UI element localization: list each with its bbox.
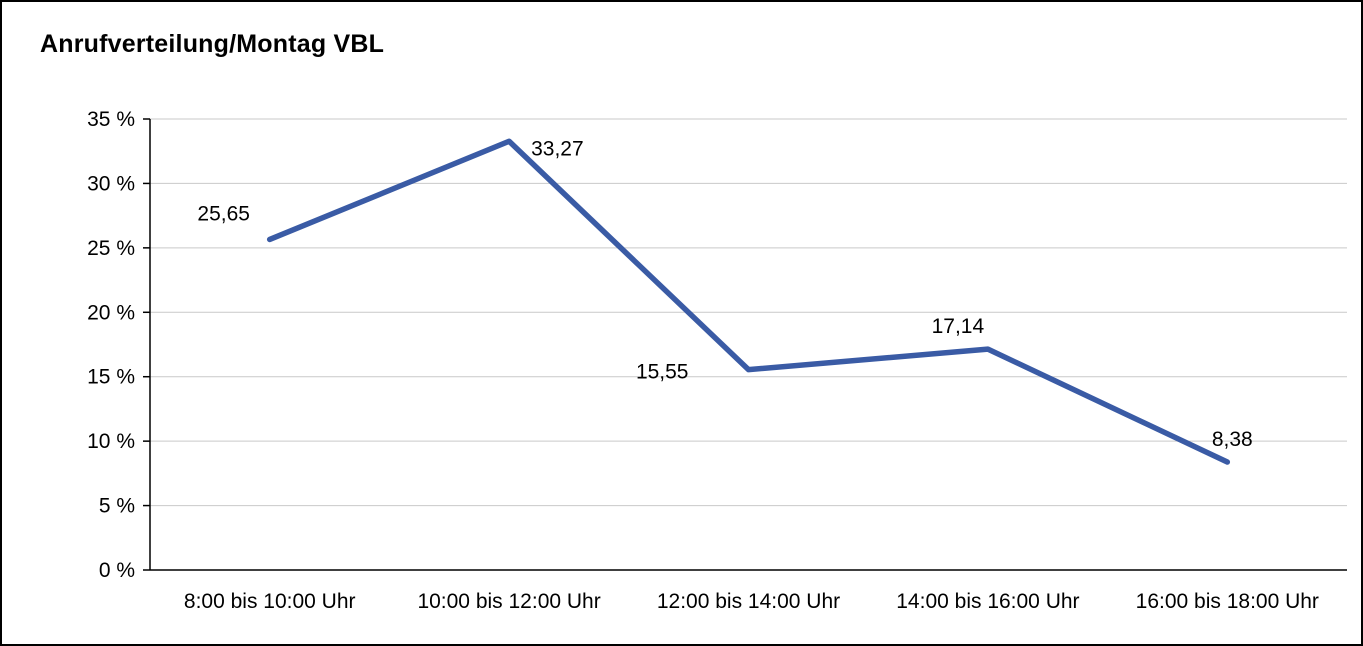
data-point-label: 8,38 [1212, 428, 1253, 451]
x-tick-label: 10:00 bis 12:00 Uhr [417, 590, 600, 613]
data-point-label: 25,65 [197, 202, 250, 225]
x-tick-label: 14:00 bis 16:00 Uhr [896, 590, 1079, 613]
data-line [266, 138, 1231, 465]
y-tick-label: 30 % [87, 172, 135, 195]
y-tick-label: 15 % [87, 366, 135, 389]
y-tick-label: 35 % [87, 108, 135, 131]
y-tick-label: 10 % [87, 430, 135, 453]
y-tick-label: 0 % [99, 559, 135, 582]
data-point-label: 33,27 [531, 137, 584, 160]
y-tick-label: 25 % [87, 237, 135, 260]
chart-title: Anrufverteilung/Montag VBL [40, 30, 385, 58]
x-tick-label: 16:00 bis 18:00 Uhr [1136, 590, 1319, 613]
x-tick-label: 12:00 bis 14:00 Uhr [657, 590, 840, 613]
x-tick-label: 8:00 bis 10:00 Uhr [184, 590, 356, 613]
data-point-label: 17,14 [932, 315, 985, 338]
data-point-label: 15,55 [636, 361, 689, 384]
y-tick-label: 20 % [87, 301, 135, 324]
y-tick-label: 5 % [99, 495, 135, 518]
